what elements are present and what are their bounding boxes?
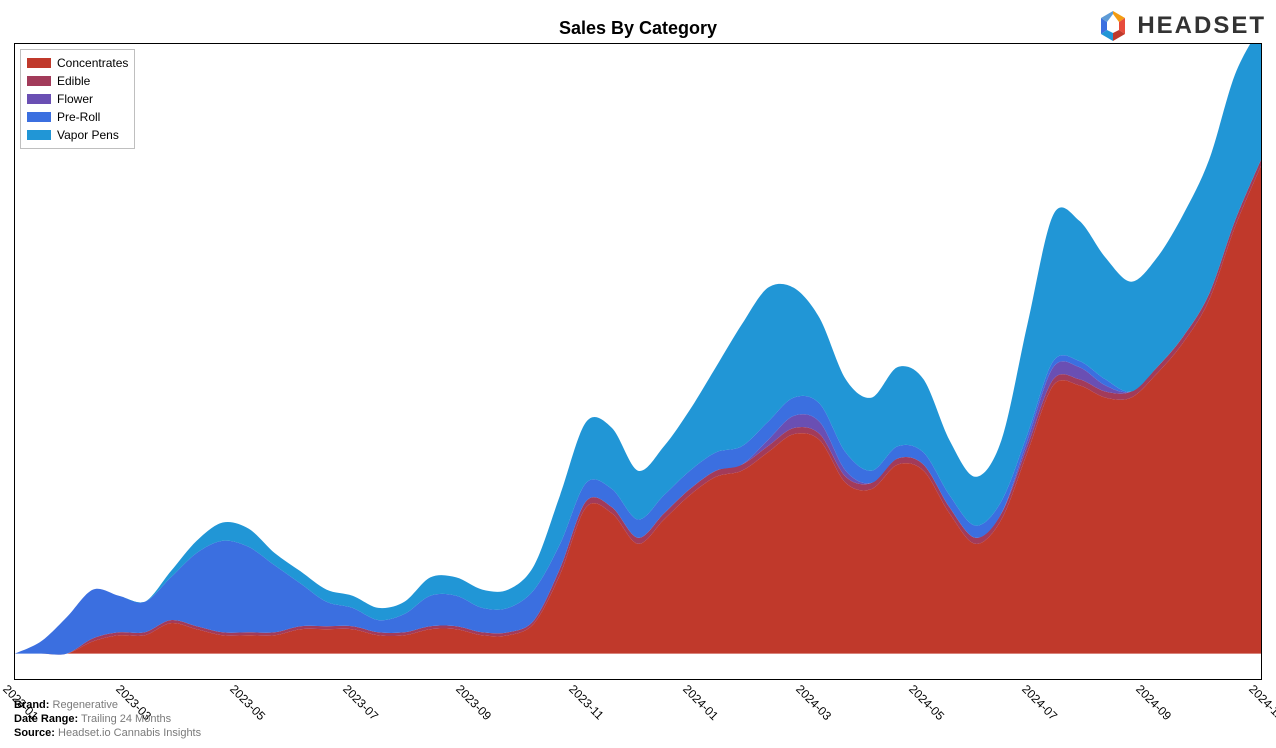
footer-source-value: Headset.io Cannabis Insights bbox=[58, 727, 201, 739]
legend-label: Concentrates bbox=[57, 54, 128, 72]
legend: ConcentratesEdibleFlowerPre-RollVapor Pe… bbox=[20, 49, 135, 149]
x-tick-label: 2023-05 bbox=[227, 682, 268, 723]
footer-brand-label: Brand: bbox=[14, 699, 49, 711]
legend-item: Concentrates bbox=[27, 54, 128, 72]
legend-swatch bbox=[27, 76, 51, 86]
x-tick-label: 2023-11 bbox=[566, 682, 606, 722]
x-tick-label: 2024-01 bbox=[680, 682, 721, 723]
legend-swatch bbox=[27, 58, 51, 68]
legend-label: Edible bbox=[57, 72, 90, 90]
x-tick-label: 2024-09 bbox=[1133, 682, 1174, 723]
headset-logo-icon bbox=[1095, 8, 1131, 44]
footer-brand-value: Regenerative bbox=[53, 699, 118, 711]
stacked-area-plot bbox=[15, 44, 1261, 679]
legend-swatch bbox=[27, 94, 51, 104]
legend-item: Edible bbox=[27, 72, 128, 90]
legend-label: Pre-Roll bbox=[57, 108, 100, 126]
x-tick-label: 2023-07 bbox=[340, 682, 381, 723]
legend-label: Flower bbox=[57, 90, 93, 108]
footer-source-label: Source: bbox=[14, 727, 55, 739]
x-tick-label: 2024-11 bbox=[1246, 682, 1276, 722]
chart-title: Sales By Category bbox=[0, 18, 1276, 39]
x-tick-label: 2023-09 bbox=[453, 682, 494, 723]
x-tick-label: 2024-07 bbox=[1020, 682, 1061, 723]
x-tick-label: 2024-03 bbox=[793, 682, 834, 723]
headset-logo: HEADSET bbox=[1095, 8, 1266, 44]
footer-daterange-label: Date Range: bbox=[14, 713, 78, 725]
legend-swatch bbox=[27, 112, 51, 122]
legend-swatch bbox=[27, 130, 51, 140]
legend-item: Vapor Pens bbox=[27, 126, 128, 144]
x-tick-label: 2024-05 bbox=[906, 682, 947, 723]
headset-logo-text: HEADSET bbox=[1137, 12, 1266, 40]
chart-plot-area: ConcentratesEdibleFlowerPre-RollVapor Pe… bbox=[14, 43, 1262, 680]
legend-label: Vapor Pens bbox=[57, 126, 119, 144]
chart-footer: Brand: Regenerative Date Range: Trailing… bbox=[14, 698, 201, 740]
footer-daterange-value: Trailing 24 Months bbox=[81, 713, 171, 725]
legend-item: Pre-Roll bbox=[27, 108, 128, 126]
legend-item: Flower bbox=[27, 90, 128, 108]
